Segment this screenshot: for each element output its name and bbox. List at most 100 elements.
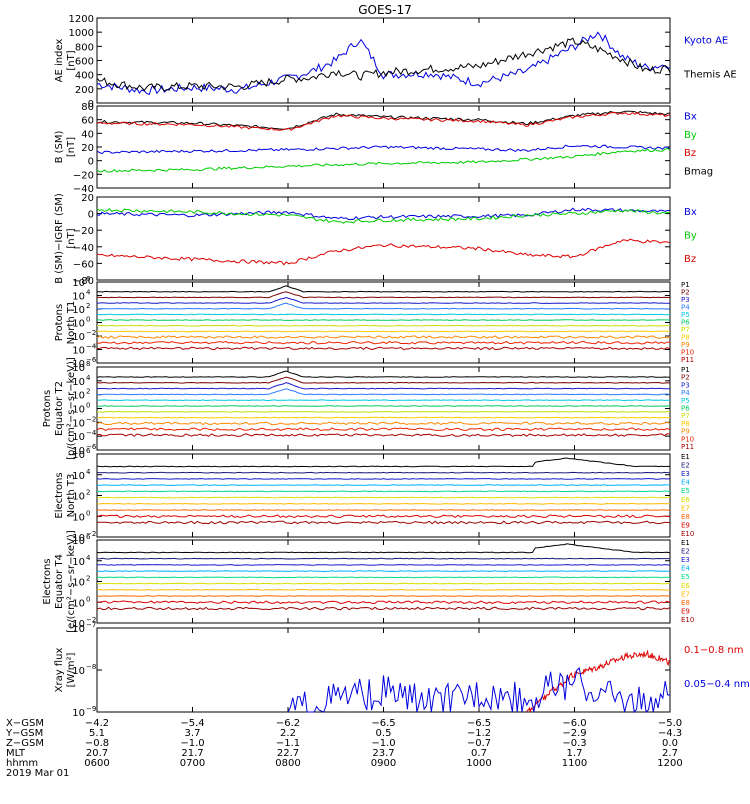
y-tick-label: 10 bbox=[72, 450, 85, 461]
legend-channel: P6 bbox=[681, 405, 690, 413]
legend-channel: P4 bbox=[681, 389, 690, 397]
panel-pe: Protons Equator T2 [p/(cm²−s−sr−keV)]10 810… bbox=[42, 357, 694, 460]
footer-value: −5.0 bbox=[658, 718, 682, 729]
panel-frame bbox=[96, 366, 671, 451]
footer-value: −0.8 bbox=[85, 738, 109, 749]
y-tick-label: 10 bbox=[72, 533, 85, 544]
legend-channel: P5 bbox=[681, 397, 690, 405]
y-tick-label: 80 bbox=[81, 102, 94, 113]
y-tick-label: 10 bbox=[72, 319, 85, 330]
channel-line bbox=[96, 346, 671, 351]
channel-line bbox=[97, 330, 671, 333]
y-tick-label: 10 bbox=[72, 346, 85, 357]
panel-ylabel: Equator T4 bbox=[54, 554, 65, 609]
legend-channel: E7 bbox=[681, 590, 690, 598]
channel-line bbox=[96, 514, 671, 519]
legend-channel: P3 bbox=[681, 296, 690, 304]
channel-line bbox=[96, 302, 670, 310]
y-tick-label: 10 bbox=[72, 418, 85, 429]
footer-value: 0.5 bbox=[376, 728, 392, 739]
channel-line bbox=[96, 296, 670, 304]
y-tick-label: 20 bbox=[81, 143, 94, 154]
channel-line bbox=[96, 509, 670, 511]
y-tick-label: 200 bbox=[75, 85, 94, 96]
legend-channel: P10 bbox=[681, 435, 694, 443]
channel-line bbox=[97, 595, 670, 597]
panel-frame bbox=[96, 17, 671, 104]
y-tick-exponent: −9 bbox=[86, 705, 96, 713]
y-tick-label: 10 bbox=[72, 292, 85, 303]
legend-entry: By bbox=[684, 231, 697, 242]
y-tick-label: 1000 bbox=[69, 28, 94, 39]
channel-line bbox=[96, 557, 670, 560]
y-tick-exponent: −2 bbox=[86, 530, 96, 538]
panel-ylabel: Electrons bbox=[54, 472, 65, 518]
channel-line bbox=[96, 564, 671, 566]
panel-ylabel: AE index bbox=[54, 39, 65, 83]
legend-channel: P10 bbox=[681, 349, 694, 357]
footer-value: −6.2 bbox=[276, 718, 300, 729]
panel-ylabel: Equator T2 bbox=[54, 381, 65, 436]
footer-value: 0.7 bbox=[471, 748, 487, 759]
panel-ylabel: Xray flux bbox=[54, 648, 65, 693]
series-line bbox=[96, 110, 671, 130]
legend-entry: Themis AE bbox=[683, 70, 737, 81]
legend-channel: E5 bbox=[681, 573, 690, 581]
channel-line bbox=[96, 410, 671, 413]
channel-line bbox=[96, 543, 671, 554]
y-tick-label: −40 bbox=[73, 243, 94, 254]
legend-channel: P1 bbox=[681, 281, 690, 289]
channel-line bbox=[96, 335, 671, 339]
y-tick-label: 800 bbox=[75, 42, 94, 53]
panel-ylabel: Electrons bbox=[42, 558, 53, 604]
y-tick-label: −20 bbox=[73, 170, 94, 181]
y-tick-label: 0 bbox=[88, 99, 94, 110]
series-line bbox=[96, 37, 671, 92]
series-line bbox=[96, 238, 671, 266]
y-tick-label: 10 bbox=[72, 391, 85, 402]
channel-line bbox=[96, 496, 670, 499]
channel-line bbox=[96, 457, 670, 468]
footer-value: −6.0 bbox=[562, 718, 586, 729]
footer-value: −1.1 bbox=[276, 738, 300, 749]
footer-value: −2.9 bbox=[562, 728, 586, 739]
y-tick-exponent: −7 bbox=[86, 621, 96, 629]
y-tick-exponent: −6 bbox=[86, 443, 97, 451]
y-tick-label: −80 bbox=[73, 276, 94, 287]
footer-value: 1000 bbox=[466, 758, 491, 769]
footer-value: 1200 bbox=[657, 758, 682, 769]
panel-frame bbox=[96, 105, 671, 189]
footer-row-label: 2019 Mar 01 bbox=[6, 768, 69, 779]
plot-title: GOES-17 bbox=[358, 3, 412, 17]
y-tick-label: 10 bbox=[72, 578, 85, 589]
channel-line bbox=[96, 370, 671, 378]
y-tick-label: −40 bbox=[73, 184, 94, 195]
legend-channel: P5 bbox=[681, 311, 690, 319]
legend-channel: E6 bbox=[681, 496, 690, 504]
legend-channel: P7 bbox=[681, 326, 690, 334]
y-tick-label: 0 bbox=[88, 157, 94, 168]
footer-value: 0800 bbox=[275, 758, 300, 769]
panel-ylabel: [e/(cm²−s−sr−keV)] bbox=[66, 530, 77, 633]
legend-entry: 0.05−0.4 nm bbox=[684, 679, 750, 690]
y-tick-exponent: −6 bbox=[86, 356, 97, 364]
panel-ylabel: B (SM)−IGRF (SM) bbox=[54, 193, 65, 284]
y-tick-label: 10 bbox=[72, 557, 85, 568]
channel-line bbox=[96, 416, 671, 419]
footer-row-label: Z−GSM bbox=[6, 738, 44, 749]
footer-value: −6.5 bbox=[371, 718, 395, 729]
legend-channel: E2 bbox=[681, 462, 690, 470]
channel-line bbox=[96, 576, 671, 579]
y-tick-label: 20 bbox=[81, 193, 94, 204]
y-tick-label: 60 bbox=[81, 116, 94, 127]
series-line bbox=[96, 208, 671, 224]
panel-ylabel: [nT] bbox=[66, 137, 77, 157]
legend-channel: E2 bbox=[681, 548, 690, 556]
y-tick-exponent: 2 bbox=[86, 489, 90, 497]
y-tick-exponent: 2 bbox=[86, 302, 90, 310]
y-tick-exponent: 6 bbox=[86, 275, 91, 283]
